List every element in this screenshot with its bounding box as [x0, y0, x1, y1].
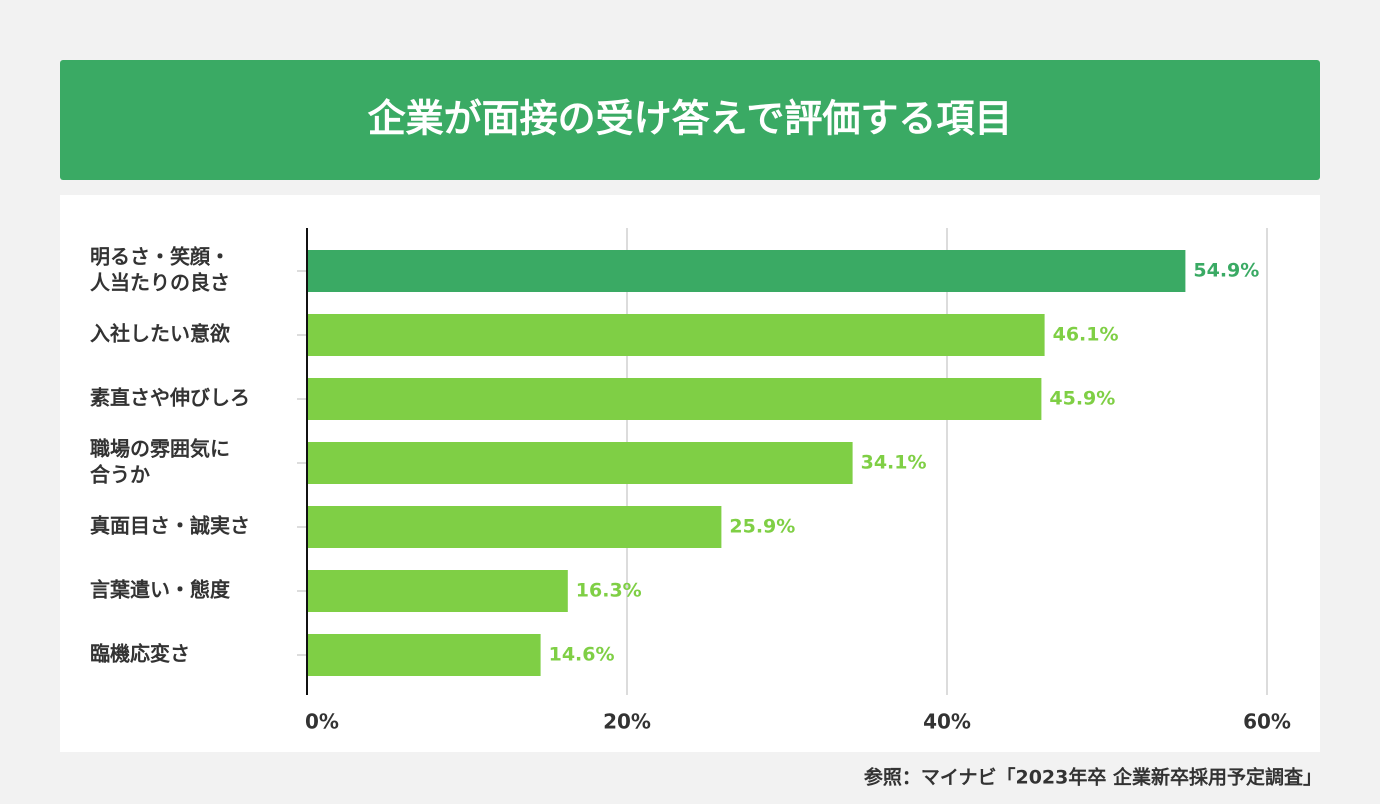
x-tick-label: 0%: [305, 710, 339, 734]
bar: [307, 634, 541, 676]
x-tick-label: 20%: [603, 710, 651, 734]
value-label: 25.9%: [729, 516, 795, 538]
y-tick-label: 臨機応変さ: [90, 642, 190, 666]
value-label: 34.1%: [861, 452, 927, 474]
y-tick-label: 人当たりの良さ: [90, 271, 230, 295]
y-tick-label: 言葉遣い・態度: [90, 578, 231, 602]
bar: [307, 442, 853, 484]
value-label: 54.9%: [1193, 260, 1259, 282]
value-label: 14.6%: [549, 644, 615, 666]
y-tick-label: 入社したい意欲: [90, 322, 230, 346]
y-tick-label: 真面目さ・誠実さ: [90, 514, 250, 538]
y-tick-label: 明るさ・笑顔・: [90, 245, 230, 269]
x-tick-label: 60%: [1243, 710, 1291, 734]
bar: [307, 314, 1045, 356]
bar: [307, 570, 568, 612]
value-label: 16.3%: [576, 580, 642, 602]
value-label: 45.9%: [1049, 388, 1115, 410]
y-tick-label: 素直さや伸びしろ: [90, 386, 250, 410]
bar: [307, 378, 1042, 420]
bar: [307, 250, 1186, 292]
y-tick-label: 合うか: [90, 463, 150, 487]
header: [60, 60, 1320, 180]
bar: [307, 506, 722, 548]
x-tick-label: 40%: [923, 710, 971, 734]
chart-title: 企業が面接の受け答えで評価する項目: [368, 97, 1013, 141]
source: 参照：マイナビ「2023年卒 企業新卒採用予定調査」: [864, 766, 1322, 789]
value-label: 46.1%: [1053, 324, 1119, 346]
y-tick-label: 職場の雰囲気に: [90, 437, 230, 461]
